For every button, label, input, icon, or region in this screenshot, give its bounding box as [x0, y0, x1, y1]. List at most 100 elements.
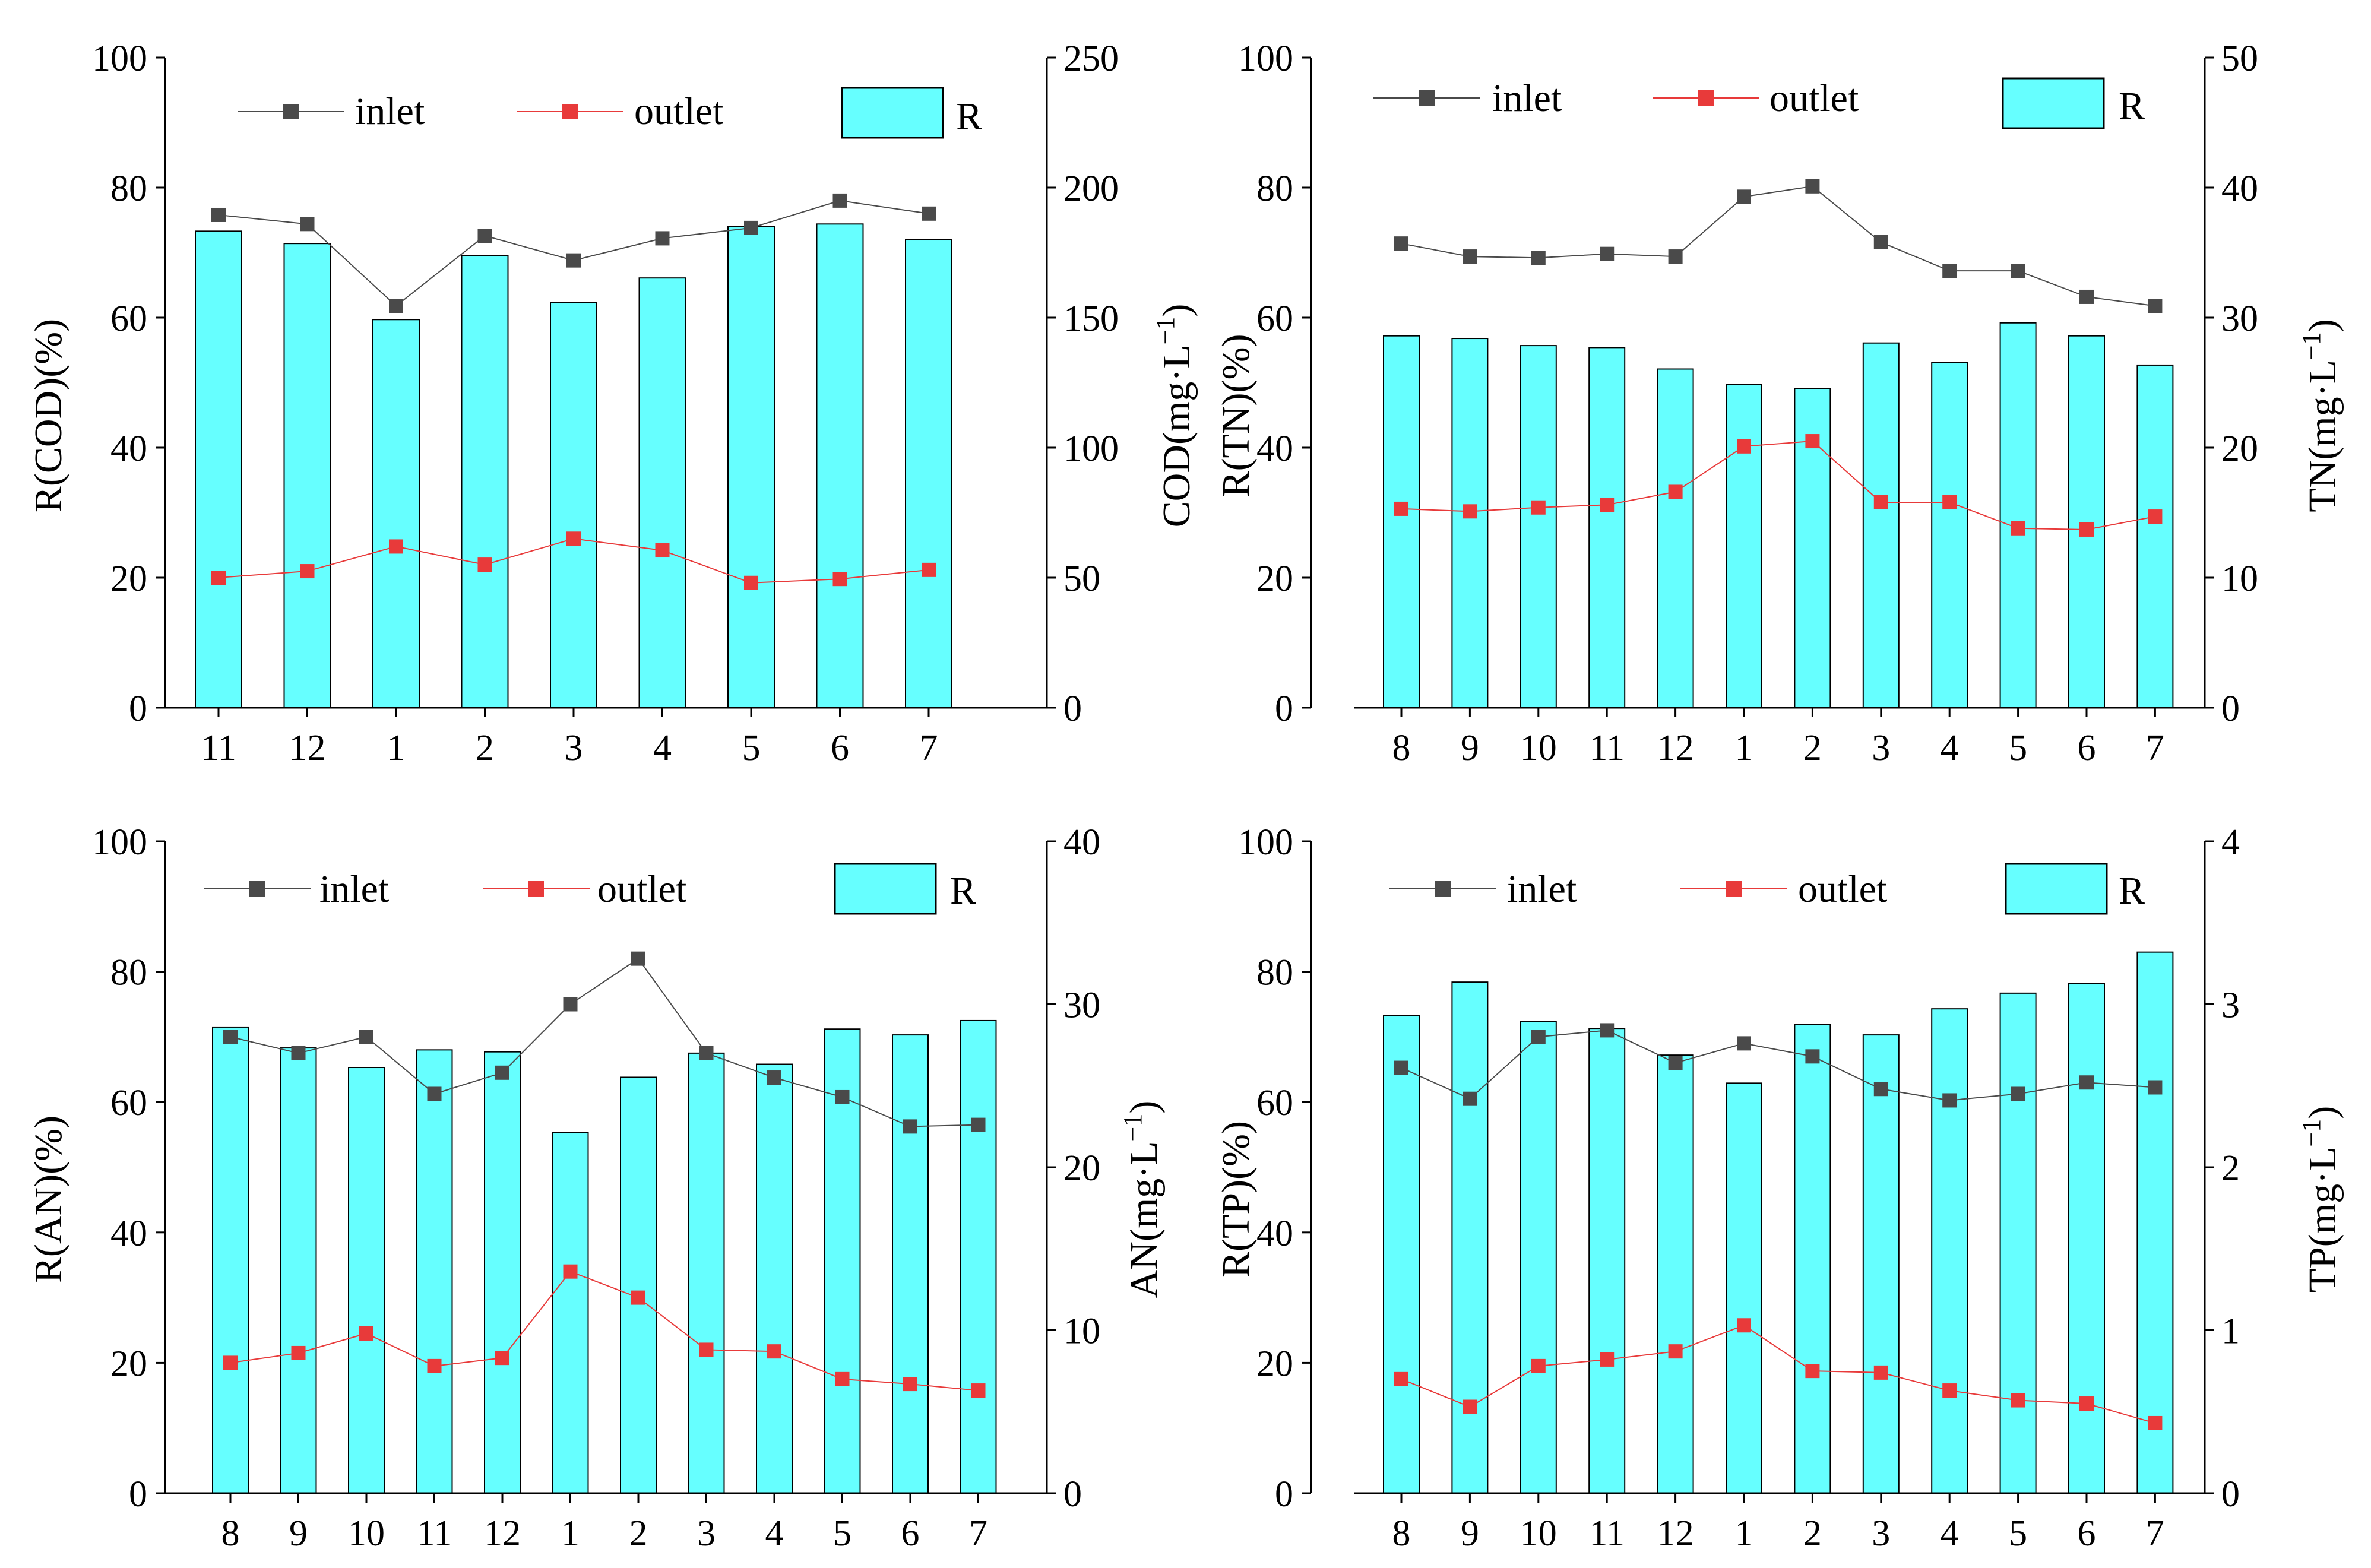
- an-bar-2: [348, 1067, 385, 1494]
- an-x-tick-labels: 8 9 10 11 12 1 2 3 4 5 6 7: [221, 1513, 988, 1554]
- tp-x-tick-label-2: 10: [1520, 1513, 1557, 1554]
- an-inlet-point-10: [903, 1119, 917, 1134]
- cod-bars: [195, 223, 952, 709]
- tp-left-tick-label-5: 100: [1238, 822, 1293, 863]
- an-x-tick-label-8: 4: [765, 1513, 784, 1554]
- an-outlet-point-5: [563, 1264, 578, 1279]
- cod-outlet-point-2: [389, 539, 403, 554]
- tn-x-tick-label-7: 3: [1872, 728, 1890, 768]
- cod-bar-0: [195, 230, 242, 708]
- cod-legend-inlet-marker: [283, 104, 299, 119]
- cod-outlet-point-0: [211, 571, 226, 585]
- cod-inlet-point-8: [922, 206, 936, 221]
- tp-outlet-point-0: [1394, 1371, 1408, 1386]
- an-left-tick-label-1: 20: [110, 1344, 147, 1384]
- an-x-tick-label-4: 12: [484, 1513, 521, 1554]
- an-bar-8: [756, 1063, 793, 1494]
- tp-legend: inlet outlet R: [1389, 863, 2145, 915]
- cod-right-axis-label-sup: −1: [1151, 317, 1180, 345]
- tn-outlet-point-11: [2148, 509, 2163, 524]
- tp-outlet-point-4: [1668, 1344, 1683, 1359]
- cod-x-tick-labels: 11 12 1 2 3 4 5 6 7: [201, 728, 938, 768]
- tp-right-axis-label-end: ): [2301, 1106, 2344, 1119]
- cod-outlet-point-3: [477, 557, 492, 572]
- an-left-tick-label-2: 40: [110, 1214, 147, 1254]
- cod-x-tick-label-6: 5: [742, 728, 761, 768]
- tp-x-tick-label-11: 7: [2146, 1513, 2164, 1554]
- an-outlet-point-10: [903, 1377, 917, 1392]
- an-bar-4: [484, 1051, 521, 1494]
- tp-outlet-point-1: [1463, 1399, 1477, 1414]
- an-legend-outlet-label: outlet: [597, 867, 686, 911]
- tn-legend: inlet outlet R: [1373, 77, 2145, 129]
- tp-outlet-point-6: [1805, 1364, 1820, 1379]
- an-right-tick-label-0: 0: [1063, 1474, 1082, 1515]
- tp-inlet-point-4: [1668, 1056, 1683, 1070]
- tp-left-axis-label: R(TP)(%): [1214, 1121, 1258, 1278]
- tn-right-axis-label-main: TN(mg·L: [2301, 360, 2344, 512]
- tp-outlet-markers: [1394, 1318, 2163, 1430]
- tn-x-tick-label-4: 12: [1657, 728, 1694, 768]
- cod-bar-5: [638, 277, 686, 708]
- tp-inlet-point-8: [1942, 1093, 1957, 1108]
- cod-inlet-point-0: [211, 207, 226, 222]
- tp-x-tick-label-4: 12: [1657, 1513, 1694, 1554]
- tn-inlet-point-1: [1463, 249, 1477, 264]
- an-bar-10: [892, 1034, 929, 1494]
- tn-outlet-point-8: [1942, 495, 1957, 509]
- an-x-tick-label-0: 8: [221, 1513, 240, 1554]
- an-outlet-point-0: [223, 1355, 238, 1370]
- tn-outlet-point-7: [1873, 495, 1888, 509]
- tn-outlet-point-9: [2011, 521, 2025, 536]
- tn-inlet-point-0: [1394, 236, 1408, 251]
- tp-inlet-point-5: [1737, 1036, 1751, 1051]
- an-legend: inlet outlet R: [204, 863, 976, 915]
- an-x-tick-label-6: 2: [629, 1513, 648, 1554]
- tp-x-tick-label-9: 5: [2009, 1513, 2027, 1554]
- tp-bar-10: [2068, 983, 2105, 1494]
- an-legend-bar-label: R: [950, 869, 976, 913]
- tn-outlet-point-10: [2079, 522, 2094, 537]
- tp-right-tick-label-0: 0: [2221, 1474, 2240, 1515]
- tp-x-tick-label-0: 8: [1392, 1513, 1411, 1554]
- tn-bar-1: [1451, 338, 1489, 708]
- cod-right-tick-label-5: 250: [1063, 39, 1119, 79]
- an-right-axis-label-end: ): [1122, 1101, 1166, 1114]
- tn-inlet-point-4: [1668, 249, 1683, 264]
- cod-left-tick-label-0: 0: [129, 689, 147, 729]
- tn-inlet-point-6: [1805, 179, 1820, 194]
- tp-right-tick-label-1: 1: [2221, 1312, 2240, 1352]
- tp-bar-11: [2136, 951, 2174, 1494]
- an-outlet-markers: [223, 1264, 986, 1398]
- tp-inlet-point-6: [1805, 1049, 1820, 1064]
- an-bar-7: [688, 1052, 725, 1494]
- an-left-tick-label-5: 100: [92, 822, 147, 863]
- tp-x-tick-label-5: 1: [1735, 1513, 1753, 1554]
- cod-legend-outlet-label: outlet: [634, 90, 723, 133]
- cod-x-tick-label-7: 6: [831, 728, 849, 768]
- tn-inlet-point-11: [2148, 299, 2163, 313]
- tp-outlet-point-5: [1737, 1318, 1751, 1333]
- cod-right-tick-label-0: 0: [1063, 689, 1082, 729]
- an-inlet-point-4: [495, 1065, 509, 1080]
- tn-right-tick-labels: 0 10 20 30 40 50: [2221, 39, 2258, 729]
- tp-left-tick-label-0: 0: [1275, 1474, 1293, 1515]
- tn-bar-11: [2136, 364, 2174, 708]
- cod-x-tick-label-1: 12: [289, 728, 326, 768]
- tp-left-tick-label-3: 60: [1256, 1083, 1293, 1123]
- an-outlet-point-11: [971, 1383, 986, 1398]
- tp-inlet-point-9: [2011, 1086, 2025, 1101]
- tp-left-tick-label-4: 80: [1256, 953, 1293, 993]
- tn-x-tick-label-0: 8: [1392, 728, 1411, 768]
- cod-bar-6: [727, 226, 775, 708]
- tn-x-tick-label-8: 4: [1941, 728, 1959, 768]
- tp-x-tick-label-6: 2: [1803, 1513, 1822, 1554]
- an-x-tick-label-7: 3: [697, 1513, 716, 1554]
- tn-right-axis-label-end: ): [2301, 319, 2344, 332]
- an-right-tick-label-4: 40: [1063, 822, 1100, 863]
- tp-x-tick-labels: 8 9 10 11 12 1 2 3 4 5 6 7: [1392, 1513, 2164, 1554]
